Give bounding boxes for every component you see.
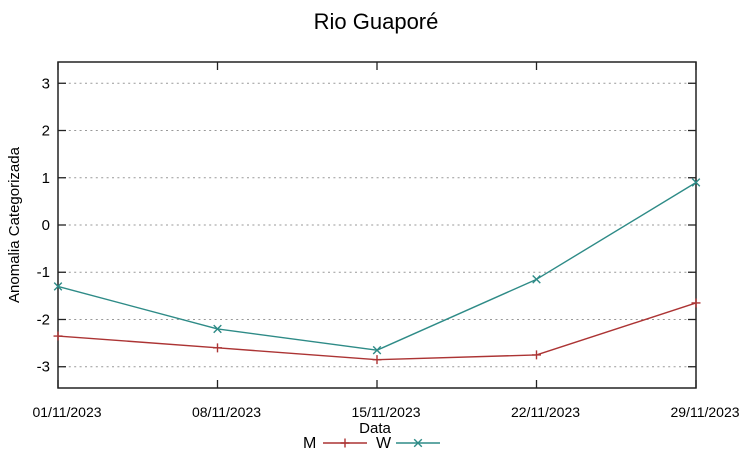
x-tick-label: 29/11/2023: [670, 404, 739, 420]
chart-title: Rio Guaporé: [314, 9, 439, 34]
series-W-marker: [691, 178, 701, 187]
series-W-marker: [372, 345, 382, 355]
x-axis-label: Data: [359, 420, 391, 437]
data-series: [53, 178, 701, 365]
tick-marks: [57, 62, 697, 388]
series-W: [53, 178, 701, 355]
series-W-marker: [213, 324, 222, 334]
y-tick-label: -2: [37, 311, 50, 328]
series-W-line: [57, 181, 697, 351]
y-axis-label: Anomalia Categorizada: [6, 146, 23, 303]
legend-label: M: [303, 435, 316, 452]
series-M-marker: [691, 298, 701, 308]
series-M-marker: [372, 355, 382, 365]
y-tick-label: -3: [37, 359, 50, 376]
series-W-marker: [53, 282, 63, 291]
y-tick-labels: 3 2 1 0 -1 -2 -3: [37, 75, 50, 375]
legend-label: W: [376, 435, 392, 452]
x-tick-label: 08/11/2023: [192, 404, 261, 420]
y-tick-label: 3: [42, 75, 50, 92]
legend-sample-marker: [340, 438, 350, 448]
series-W-marker: [532, 275, 541, 284]
gridlines: [58, 82, 696, 368]
series-M-marker: [53, 331, 63, 341]
y-tick-label: 1: [42, 170, 50, 187]
legend-item-M: M: [303, 435, 367, 452]
y-tick-label: 2: [42, 123, 50, 140]
x-tick-label: 15/11/2023: [351, 404, 420, 420]
series-M-marker: [532, 350, 541, 360]
x-tick-label: 01/11/2023: [32, 404, 101, 420]
x-tick-labels: 01/11/2023 08/11/2023 15/11/2023 22/11/2023…: [32, 404, 739, 420]
series-M: [53, 298, 701, 365]
x-tick-label: 22/11/2023: [511, 404, 580, 420]
legend-item-W: W: [376, 435, 440, 452]
legend-sample-marker: [413, 438, 423, 448]
y-tick-label: -1: [37, 264, 50, 281]
series-M-marker: [213, 343, 222, 353]
y-tick-label: 0: [42, 217, 50, 234]
